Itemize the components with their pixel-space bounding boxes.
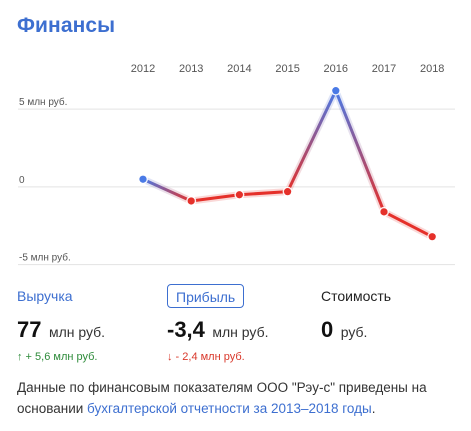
profit-tab-button[interactable]: Прибыль [167, 284, 245, 308]
section-title: Финансы [17, 14, 116, 37]
series-segment [382, 210, 434, 239]
data-source-note: Данные по финансовым показателям ООО "Рэ… [17, 377, 457, 419]
reporting-link[interactable]: бухгалтерской отчетности за 2013–2018 го… [87, 401, 372, 416]
revenue-value: 77 млн руб. [17, 317, 105, 343]
series-segment [334, 89, 386, 214]
series-segment [237, 190, 290, 197]
metric-cost[interactable]: Стоимость 0 руб. [321, 284, 391, 343]
metrics-row: Выручка 77 млн руб. ↑ + 5,6 млн руб. При… [0, 284, 471, 370]
revenue-unit: млн руб. [48, 324, 106, 340]
revenue-number: 77 [17, 317, 42, 342]
y-tick-label: -5 млн руб. [19, 252, 71, 264]
data-point [187, 197, 195, 205]
data-point [235, 191, 243, 199]
x-tick-label: 2017 [372, 63, 396, 75]
data-point [284, 188, 292, 196]
profit-number: -3,4 [167, 317, 205, 342]
series-segment [141, 177, 193, 203]
cost-unit: руб. [340, 324, 368, 340]
x-tick-label: 2018 [420, 63, 444, 75]
x-tick-label: 2012 [131, 63, 155, 75]
metric-profit[interactable]: Прибыль -3,4 млн руб. ↓ - 2,4 млн руб. [167, 284, 268, 363]
series-segment [189, 193, 241, 203]
data-point [380, 208, 388, 216]
metric-revenue[interactable]: Выручка 77 млн руб. ↑ + 5,6 млн руб. [17, 284, 105, 363]
note-end: . [371, 401, 376, 416]
profit-line-chart: 2012 2013 2014 2015 2016 2017 2018 5 млн руб. 0 -… [18, 63, 455, 266]
y-tick-label: 5 млн руб. [19, 96, 67, 108]
revenue-delta: ↑ + 5,6 млн руб. [17, 351, 98, 363]
x-tick-label: 2014 [227, 63, 251, 75]
x-tick-label: 2013 [179, 63, 203, 75]
cost-number: 0 [321, 317, 334, 342]
revenue-label[interactable]: Выручка [17, 288, 73, 304]
note-text: Данные по финансовым показателям ООО "Рэ… [17, 380, 427, 416]
data-point [139, 175, 147, 183]
cost-label[interactable]: Стоимость [321, 288, 392, 304]
profit-value: -3,4 млн руб. [167, 317, 268, 343]
x-tick-label: 2016 [324, 63, 348, 75]
data-point [428, 233, 436, 241]
y-tick-label: 0 [19, 175, 25, 186]
profit-unit: млн руб. [212, 324, 269, 340]
x-tick-label: 2015 [275, 63, 299, 75]
data-point [332, 87, 340, 95]
cost-value: 0 руб. [321, 317, 391, 343]
series-segment [286, 89, 338, 194]
profit-delta: ↓ - 2,4 млн руб. [167, 351, 245, 363]
